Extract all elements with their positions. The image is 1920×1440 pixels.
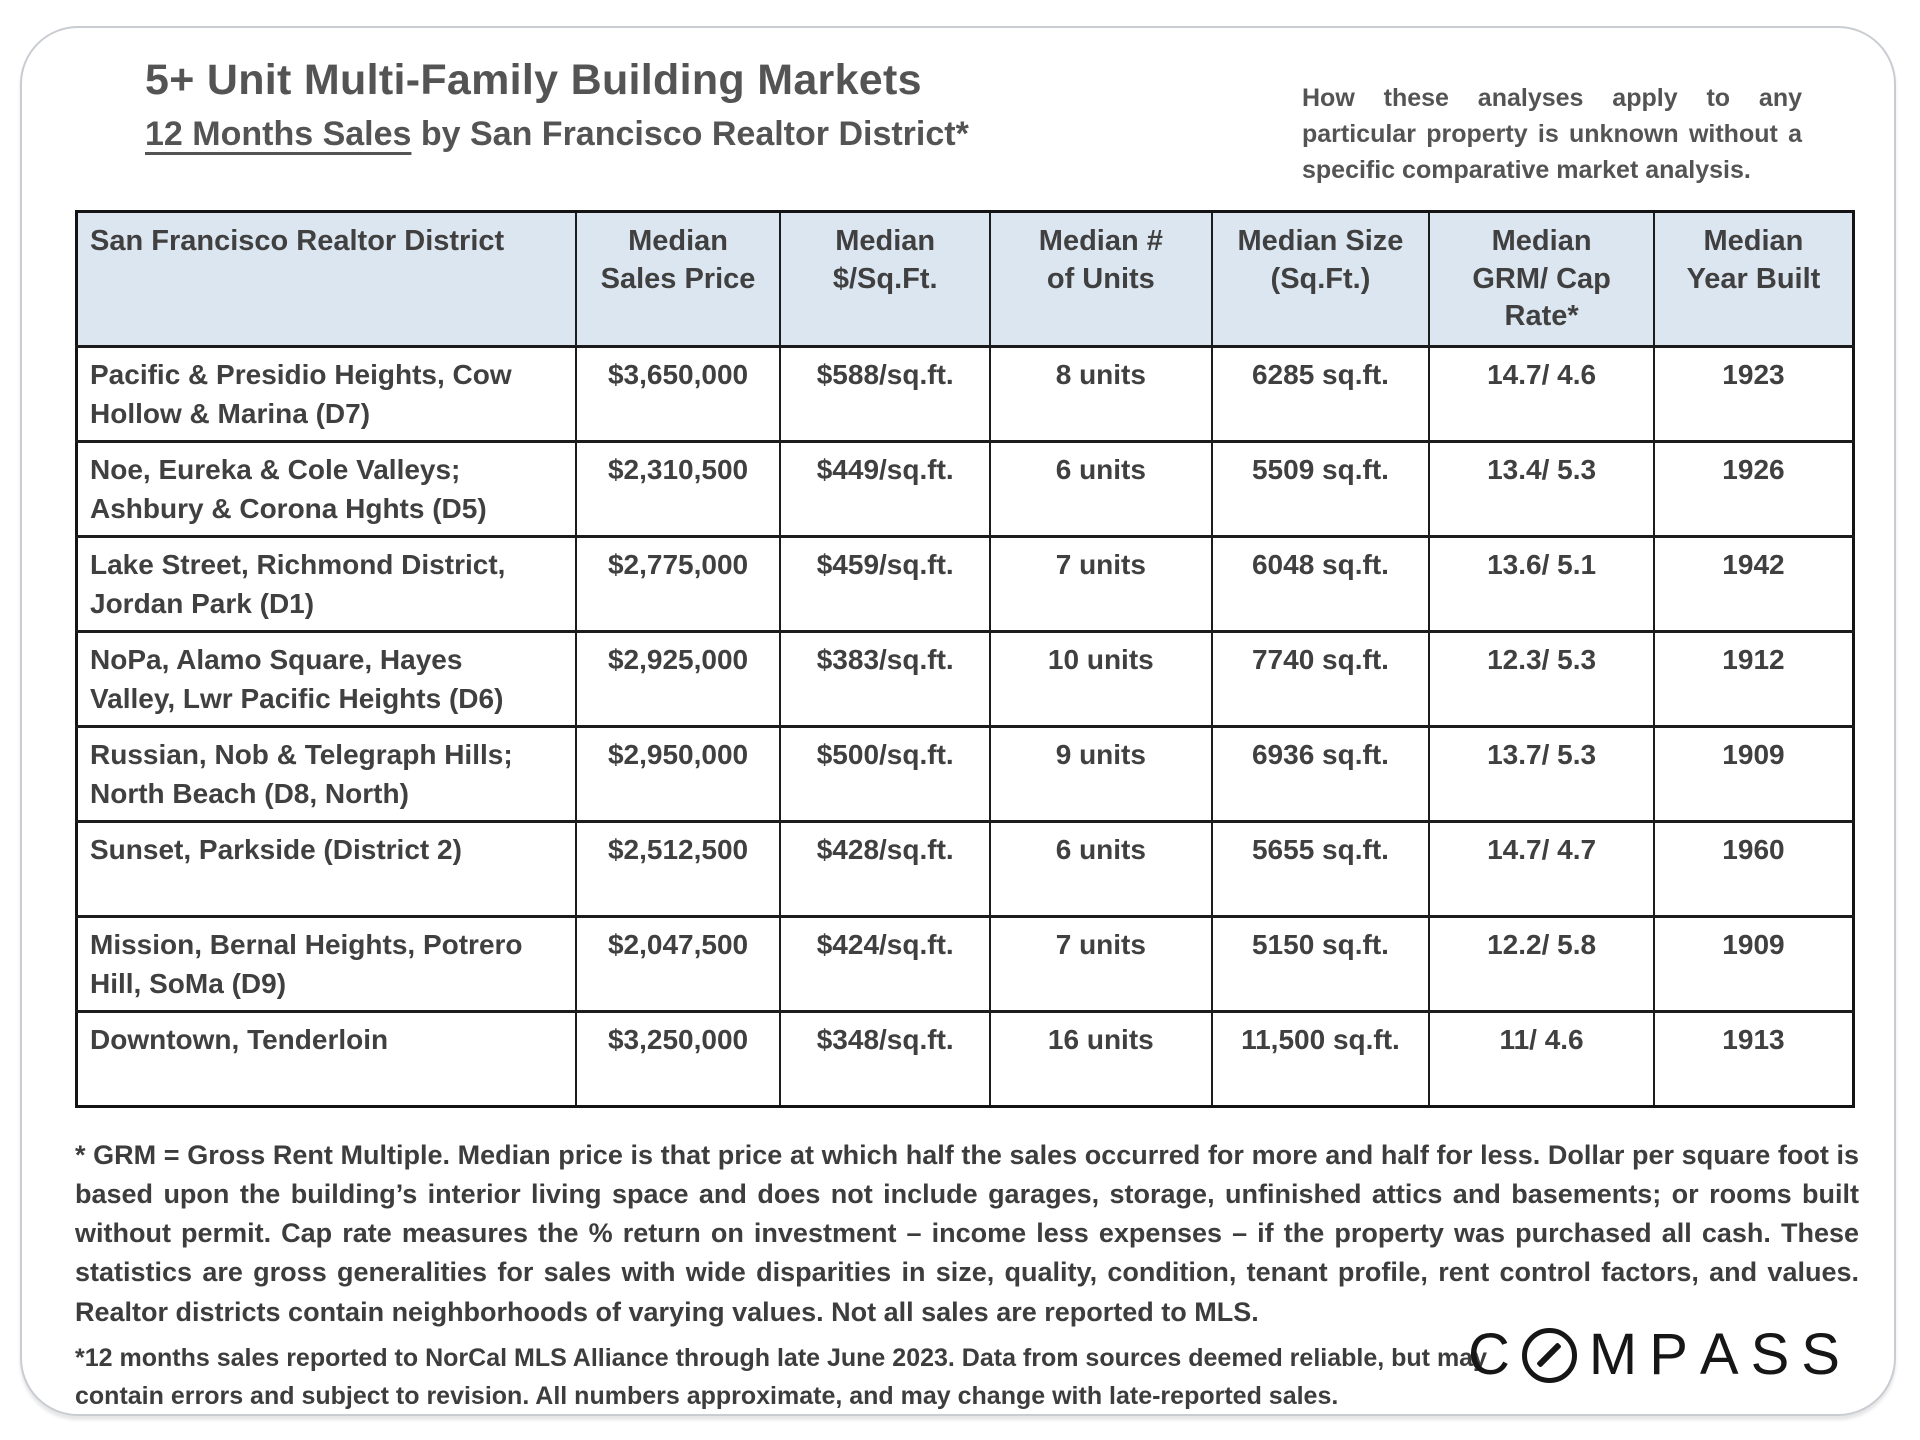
cell-median-units: 6 units [989, 820, 1213, 918]
cell-median-size: 6285 sq.ft. [1210, 345, 1431, 443]
cell-median-price-per-sqft: $383/sq.ft. [779, 630, 992, 728]
logo-letter: P [1649, 1322, 1688, 1387]
cell-median-units: 7 units [989, 915, 1213, 1013]
grm-footnote: * GRM = Gross Rent Multiple. Median pric… [75, 1140, 1859, 1327]
cell-median-size: 5509 sq.ft. [1210, 440, 1431, 538]
cell-median-price-per-sqft: $500/sq.ft. [779, 725, 992, 823]
subtitle-underlined-text: 12 Months Sales [145, 115, 412, 153]
subtitle-rest-text: by San Francisco Realtor District* [411, 115, 969, 153]
logo-letter: A [1699, 1322, 1739, 1387]
cell-median-units: 6 units [989, 440, 1213, 538]
cell-median-year-built: 1912 [1652, 630, 1855, 728]
table-row: Pacific & Presidio Heights, Cow Hollow &… [75, 345, 1855, 443]
table-row: NoPa, Alamo Square, Hayes Valley, Lwr Pa… [75, 630, 1855, 728]
cell-district: Pacific & Presidio Heights, Cow Hollow &… [75, 345, 577, 443]
page-subtitle: 12 Months Sales by San Francisco Realtor… [145, 115, 969, 154]
table-row: Noe, Eureka & Cole Valleys; Ashbury & Co… [75, 440, 1855, 538]
cell-median-sales-price: $3,250,000 [574, 1010, 782, 1108]
cell-median-year-built: 1926 [1652, 440, 1855, 538]
cell-median-size: 7740 sq.ft. [1210, 630, 1431, 728]
table-header: San Francisco Realtor District Median Sa… [75, 210, 1855, 348]
cell-median-price-per-sqft: $428/sq.ft. [779, 820, 992, 918]
cell-median-sales-price: $2,310,500 [574, 440, 782, 538]
cell-median-year-built: 1913 [1652, 1010, 1855, 1108]
cell-median-units: 8 units [989, 345, 1213, 443]
header-median-grm-cap-rate: Median GRM/ Cap Rate* [1428, 210, 1655, 348]
cell-median-units: 16 units [989, 1010, 1213, 1108]
cell-median-sales-price: $2,925,000 [574, 630, 782, 728]
cell-median-units: 9 units [989, 725, 1213, 823]
table-row: Downtown, Tenderloin $3,250,000 $348/sq.… [75, 1010, 1855, 1108]
header-median-year-built: Median Year Built [1652, 210, 1855, 348]
disclaimer-note: How these analyses apply to any particul… [1302, 84, 1802, 184]
cell-median-grm-cap-rate: 13.4/ 5.3 [1428, 440, 1655, 538]
cell-median-units: 10 units [989, 630, 1213, 728]
cell-median-sales-price: $2,775,000 [574, 535, 782, 633]
logo-letter: S [1801, 1322, 1840, 1387]
cell-district: Noe, Eureka & Cole Valleys; Ashbury & Co… [75, 440, 577, 538]
needle-slash [1536, 1342, 1563, 1368]
cell-median-size: 6048 sq.ft. [1210, 535, 1431, 633]
cell-median-year-built: 1923 [1652, 345, 1855, 443]
header-median-units: Median # of Units [989, 210, 1213, 348]
cell-median-size: 11,500 sq.ft. [1210, 1010, 1431, 1108]
table-row: Russian, Nob & Telegraph Hills; North Be… [75, 725, 1855, 823]
cell-median-grm-cap-rate: 13.6/ 5.1 [1428, 535, 1655, 633]
logo-letter: S [1750, 1322, 1790, 1387]
cell-median-grm-cap-rate: 11/ 4.6 [1428, 1010, 1655, 1108]
cell-district: Sunset, Parkside (District 2) [75, 820, 577, 918]
header-median-sales-price: Median Sales Price [574, 210, 782, 348]
cell-median-grm-cap-rate: 14.7/ 4.7 [1428, 820, 1655, 918]
cell-district: Lake Street, Richmond District, Jordan P… [75, 535, 577, 633]
cell-median-price-per-sqft: $588/sq.ft. [779, 345, 992, 443]
cell-median-sales-price: $2,950,000 [574, 725, 782, 823]
cell-median-sales-price: $2,047,500 [574, 915, 782, 1013]
cell-district: Russian, Nob & Telegraph Hills; North Be… [75, 725, 577, 823]
cell-median-year-built: 1909 [1652, 915, 1855, 1013]
cell-median-size: 5655 sq.ft. [1210, 820, 1431, 918]
header-median-price-per-sqft: Median $/Sq.Ft. [779, 210, 992, 348]
cell-median-price-per-sqft: $348/sq.ft. [779, 1010, 992, 1108]
cell-district: Downtown, Tenderloin [75, 1010, 577, 1108]
market-data-table: San Francisco Realtor District Median Sa… [75, 210, 1855, 1108]
cell-median-grm-cap-rate: 13.7/ 5.3 [1428, 725, 1655, 823]
cell-median-year-built: 1942 [1652, 535, 1855, 633]
page-title: 5+ Unit Multi-Family Building Markets [145, 56, 922, 104]
cell-median-grm-cap-rate: 14.7/ 4.6 [1428, 345, 1655, 443]
table-header-row: San Francisco Realtor District Median Sa… [75, 210, 1855, 348]
cell-median-price-per-sqft: $424/sq.ft. [779, 915, 992, 1013]
cell-median-price-per-sqft: $459/sq.ft. [779, 535, 992, 633]
cell-district: NoPa, Alamo Square, Hayes Valley, Lwr Pa… [75, 630, 577, 728]
table-row: Mission, Bernal Heights, Potrero Hill, S… [75, 915, 1855, 1013]
sales-footnote: *12 months sales reported to NorCal MLS … [75, 1344, 1487, 1410]
cell-median-price-per-sqft: $449/sq.ft. [779, 440, 992, 538]
cell-median-sales-price: $3,650,000 [574, 345, 782, 443]
cell-median-grm-cap-rate: 12.2/ 5.8 [1428, 915, 1655, 1013]
cell-median-year-built: 1960 [1652, 820, 1855, 918]
cell-median-grm-cap-rate: 12.3/ 5.3 [1428, 630, 1655, 728]
table-body: Pacific & Presidio Heights, Cow Hollow &… [75, 345, 1855, 1108]
cell-median-size: 6936 sq.ft. [1210, 725, 1431, 823]
cell-district: Mission, Bernal Heights, Potrero Hill, S… [75, 915, 577, 1013]
cell-median-sales-price: $2,512,500 [574, 820, 782, 918]
header-median-size: Median Size (Sq.Ft.) [1210, 210, 1431, 348]
cell-median-units: 7 units [989, 535, 1213, 633]
cell-median-year-built: 1909 [1652, 725, 1855, 823]
table-row: Sunset, Parkside (District 2) $2,512,500… [75, 820, 1855, 918]
logo-letter: C [1468, 1322, 1510, 1387]
compass-needle-o-icon [1521, 1327, 1577, 1383]
header-district: San Francisco Realtor District [75, 210, 577, 348]
table-row: Lake Street, Richmond District, Jordan P… [75, 535, 1855, 633]
cell-median-size: 5150 sq.ft. [1210, 915, 1431, 1013]
logo-letter: M [1588, 1322, 1638, 1387]
